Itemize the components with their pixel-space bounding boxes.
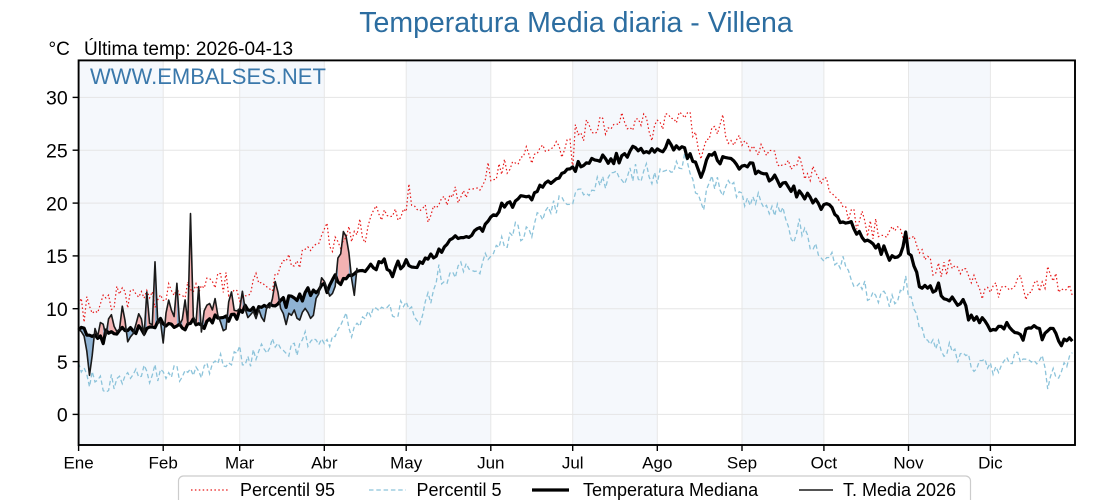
- svg-text:Oct: Oct: [811, 454, 838, 473]
- svg-text:WWW.EMBALSES.NET: WWW.EMBALSES.NET: [90, 64, 326, 89]
- svg-text:5: 5: [57, 352, 68, 374]
- svg-text:Jun: Jun: [477, 454, 504, 473]
- svg-text:Temperatura Media diaria - Vil: Temperatura Media diaria - Villena: [359, 7, 793, 39]
- svg-text:Ago: Ago: [642, 454, 672, 473]
- svg-text:Ene: Ene: [63, 454, 93, 473]
- svg-text:15: 15: [46, 246, 68, 268]
- svg-text:Última temp: 2026-04-13: Última temp: 2026-04-13: [84, 38, 293, 60]
- svg-text:Mar: Mar: [225, 454, 255, 473]
- svg-text:May: May: [390, 454, 423, 473]
- svg-text:30: 30: [46, 88, 68, 110]
- svg-text:10: 10: [46, 299, 68, 321]
- svg-text:Nov: Nov: [893, 454, 924, 473]
- svg-text:Percentil 95: Percentil 95: [240, 480, 335, 500]
- svg-text:Sep: Sep: [727, 454, 757, 473]
- svg-text:Feb: Feb: [149, 454, 178, 473]
- svg-text:Dic: Dic: [978, 454, 1003, 473]
- svg-text:Jul: Jul: [562, 454, 584, 473]
- svg-text:0: 0: [57, 405, 68, 427]
- svg-text:25: 25: [46, 140, 68, 162]
- svg-text:T. Media 2026: T. Media 2026: [843, 480, 956, 500]
- svg-text:Abr: Abr: [311, 454, 338, 473]
- svg-text:°C: °C: [49, 39, 70, 60]
- svg-text:Temperatura Mediana: Temperatura Mediana: [583, 480, 759, 500]
- svg-text:20: 20: [46, 193, 68, 215]
- svg-text:Percentil 5: Percentil 5: [417, 480, 502, 500]
